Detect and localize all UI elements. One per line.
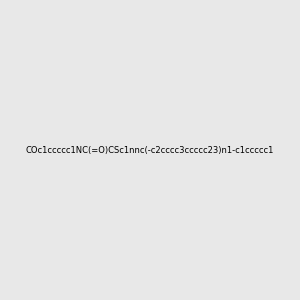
Text: COc1ccccc1NC(=O)CSc1nnc(-c2cccc3ccccc23)n1-c1ccccc1: COc1ccccc1NC(=O)CSc1nnc(-c2cccc3ccccc23)… [26,146,274,154]
